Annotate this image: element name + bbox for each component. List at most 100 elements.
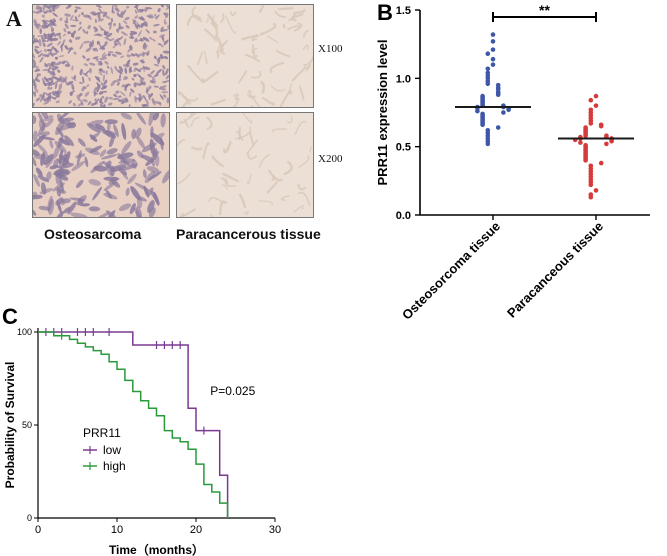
tumor-cell-nucleus xyxy=(124,16,130,21)
connective-fiber xyxy=(186,14,202,27)
tumor-cell-nucleus xyxy=(74,9,78,13)
survival-curve-low xyxy=(38,331,229,518)
tumor-cell-nucleus xyxy=(37,52,44,58)
connective-fiber xyxy=(219,12,225,24)
tumor-cell-nucleus xyxy=(111,5,114,13)
tumor-cell-nucleus xyxy=(110,80,116,87)
tumor-cell-nucleus xyxy=(104,40,108,47)
y-tick-label: 0.0 xyxy=(396,210,411,222)
tumor-cell-nucleus xyxy=(41,19,48,25)
tumor-cell-nucleus xyxy=(33,208,37,216)
tumor-cell-nucleus xyxy=(108,96,113,100)
tumor-cell-nucleus xyxy=(152,113,160,121)
tumor-cell-nucleus xyxy=(39,94,43,98)
tumor-cell-nucleus xyxy=(87,101,92,106)
connective-fiber xyxy=(221,184,229,190)
tumor-cell-nucleus xyxy=(46,42,53,47)
tumor-cell-nucleus xyxy=(94,98,97,102)
tumor-cell-nucleus xyxy=(58,33,62,40)
tumor-cell-nucleus xyxy=(62,153,68,162)
tumor-cell-nucleus xyxy=(67,31,72,35)
tumor-cell-nucleus xyxy=(35,5,41,9)
tumor-cell-nucleus xyxy=(103,31,109,36)
legend-item-label: high xyxy=(103,459,126,473)
tumor-cell-nucleus xyxy=(74,6,82,10)
tumor-cell-nucleus xyxy=(143,22,148,27)
tumor-cell-nucleus xyxy=(84,91,90,97)
tumor-cell-nucleus xyxy=(102,46,106,50)
tumor-cell-nucleus xyxy=(69,90,76,94)
tumor-cell-nucleus xyxy=(54,90,58,95)
tumor-cell-nucleus xyxy=(50,81,55,86)
tumor-cell-nucleus xyxy=(33,155,37,167)
tumor-cell-nucleus xyxy=(72,102,76,107)
connective-fiber xyxy=(222,172,240,183)
tumor-cell-nucleus xyxy=(118,73,122,81)
tumor-cell-nucleus xyxy=(134,37,138,43)
connective-fiber xyxy=(243,210,249,215)
tumor-cell-nucleus xyxy=(56,200,62,214)
tumor-cell-nucleus xyxy=(44,64,48,67)
tumor-cell-nucleus xyxy=(49,139,54,149)
tumor-cell-nucleus xyxy=(58,83,63,91)
tumor-cell-nucleus xyxy=(133,5,140,9)
tumor-cell-nucleus xyxy=(54,140,67,154)
tumor-cell-nucleus xyxy=(75,179,84,189)
tumor-cell-nucleus xyxy=(52,52,58,56)
tumor-cell-nucleus xyxy=(90,132,100,140)
tumor-cell-nucleus xyxy=(100,18,104,22)
tumor-cell-nucleus xyxy=(165,75,169,80)
tumor-cell-nucleus xyxy=(143,94,147,101)
y-axis-title: PRR11 expression level xyxy=(375,40,390,186)
tumor-cell-nucleus xyxy=(52,76,59,81)
tumor-cell-nucleus xyxy=(94,98,100,105)
tumor-cell-nucleus xyxy=(158,102,162,106)
connective-fiber xyxy=(297,191,311,206)
tumor-cell-nucleus xyxy=(88,206,101,212)
tumor-cell-nucleus xyxy=(50,37,59,41)
connective-fiber xyxy=(258,5,265,14)
tumor-cell-nucleus xyxy=(51,23,57,27)
connective-fiber xyxy=(232,97,240,107)
tumor-cell-nucleus xyxy=(143,66,151,71)
connective-fiber xyxy=(248,89,261,107)
connective-fiber xyxy=(203,27,218,42)
connective-fiber xyxy=(280,194,290,202)
y-tick-label: 0 xyxy=(27,513,32,523)
tumor-cell-nucleus xyxy=(153,85,159,88)
tumor-cell-nucleus xyxy=(43,153,54,166)
tumor-cell-nucleus xyxy=(98,8,103,13)
connective-fiber xyxy=(305,64,312,72)
tumor-cell-nucleus xyxy=(47,5,54,9)
connective-fiber xyxy=(214,35,225,52)
legend-title: PRR11 xyxy=(83,426,121,440)
tumor-cell-nucleus xyxy=(37,35,42,37)
tumor-cell-nucleus xyxy=(54,56,59,60)
tumor-cell-nucleus xyxy=(109,38,115,42)
tumor-cell-nucleus xyxy=(146,14,154,17)
tumor-cell-nucleus xyxy=(157,56,161,65)
tumor-cell-nucleus xyxy=(162,94,167,98)
tumor-cell-nucleus xyxy=(103,103,107,107)
tumor-cell-nucleus xyxy=(60,44,63,53)
tumor-cell-nucleus xyxy=(44,92,49,96)
data-point xyxy=(495,125,501,130)
tumor-cell-nucleus xyxy=(98,17,101,22)
tumor-cell-nucleus xyxy=(66,60,71,67)
tumor-cell-nucleus xyxy=(142,42,146,49)
y-tick-label: 50 xyxy=(22,420,32,430)
connective-fiber xyxy=(201,70,219,84)
tumor-cell-nucleus xyxy=(58,77,65,83)
tumor-cell-nucleus xyxy=(99,44,106,50)
tumor-cell-nucleus xyxy=(35,74,39,82)
connective-fiber xyxy=(286,25,301,31)
tumor-cell-nucleus xyxy=(106,32,113,38)
tumor-cell-nucleus xyxy=(133,74,137,78)
tumor-cell-nucleus xyxy=(115,90,120,94)
tumor-cell-nucleus xyxy=(148,85,152,89)
tumor-cell-nucleus xyxy=(46,48,51,52)
connective-fiber xyxy=(218,200,228,216)
tumor-cell-nucleus xyxy=(118,95,122,98)
connective-fiber xyxy=(216,45,224,57)
tumor-cell-nucleus xyxy=(106,148,118,155)
